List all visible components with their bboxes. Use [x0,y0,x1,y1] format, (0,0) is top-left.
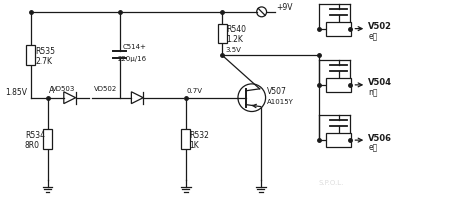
Text: VD502: VD502 [94,85,117,91]
Text: V502: V502 [368,22,392,31]
Text: V506: V506 [368,133,392,142]
Text: 220μ/16: 220μ/16 [118,56,147,61]
Text: R540: R540 [226,25,246,34]
Text: 2.7K: 2.7K [36,57,53,66]
Bar [43,129,52,149]
Bar [326,79,351,92]
Text: R534: R534 [25,130,45,140]
Bar [181,129,190,149]
Text: 3.5V: 3.5V [225,47,241,53]
Text: 1K: 1K [189,140,199,149]
Text: V504: V504 [368,78,392,87]
Text: 0.7V: 0.7V [187,87,203,93]
Text: C514+: C514+ [122,44,146,50]
Bar [326,23,351,36]
Text: 1.85V: 1.85V [5,87,27,96]
Text: R532: R532 [189,130,210,140]
Text: n极: n极 [368,88,378,97]
Text: R535: R535 [36,47,56,56]
Bar [326,134,351,147]
Text: 1.2K: 1.2K [226,35,243,44]
Text: A1015Y: A1015Y [266,98,294,104]
Text: e极: e极 [368,143,378,152]
Text: A: A [48,85,54,94]
Bar [26,46,35,65]
Text: 8R0: 8R0 [25,140,40,149]
Text: V507: V507 [266,86,287,95]
Bar [218,25,227,44]
Text: +9V: +9V [276,3,293,12]
Text: e极: e极 [368,32,378,41]
Text: VD503: VD503 [52,85,75,91]
Text: S.P.O.L.: S.P.O.L. [319,179,344,185]
